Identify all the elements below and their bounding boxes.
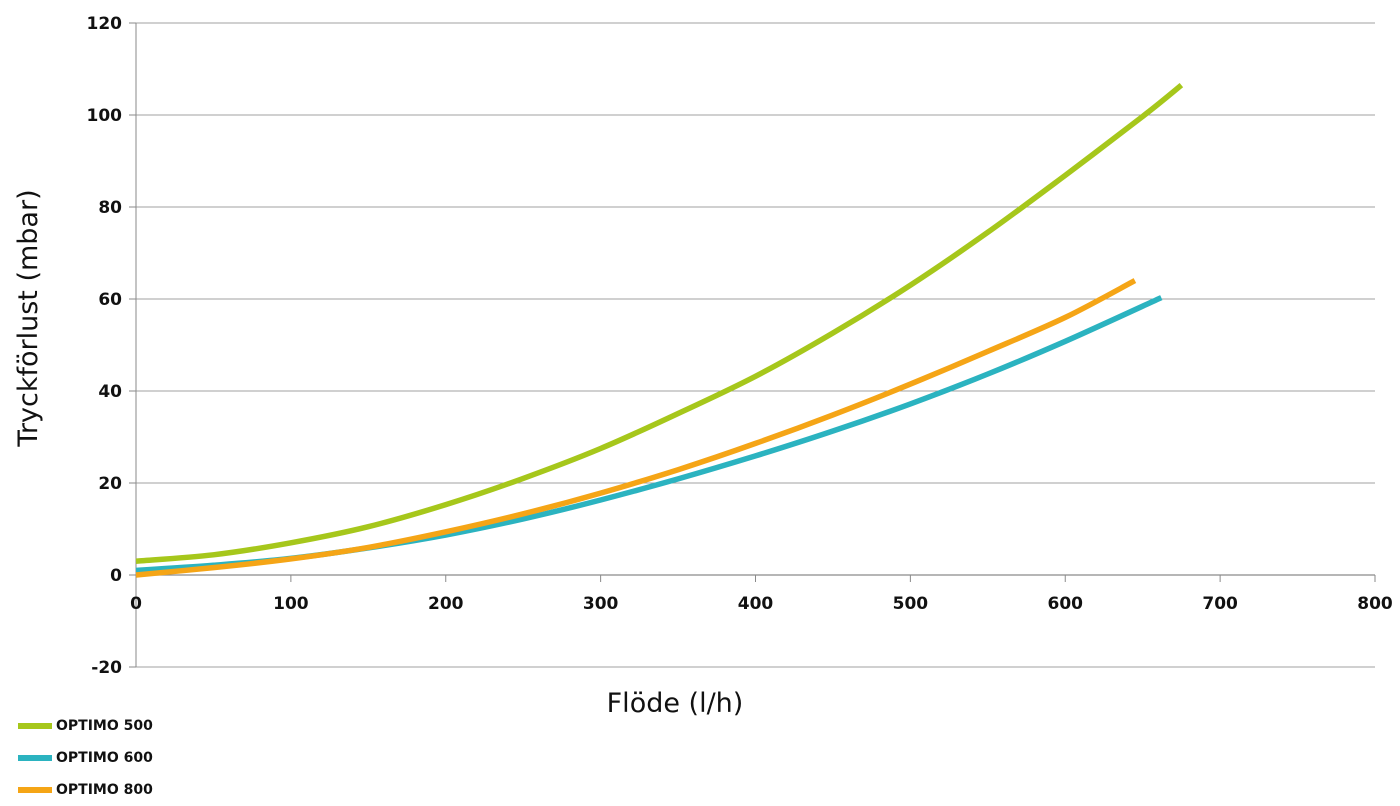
- legend-item: OPTIMO 600: [18, 742, 153, 774]
- y-tick-labels: -20 0 20 40 60 80 100 120: [87, 14, 123, 678]
- series-line-2: [135, 295, 1163, 574]
- legend-swatch: [18, 755, 52, 761]
- x-tick-label: 200: [428, 594, 464, 614]
- series-line-1: [135, 82, 1184, 564]
- y-tick-label: 40: [98, 382, 122, 402]
- x-tick-label: 500: [893, 594, 929, 614]
- legend-label: OPTIMO 600: [56, 750, 153, 766]
- x-tick-labels: 0 100 200 300 400 500 600 700 800: [130, 594, 1393, 614]
- y-tick-label: 20: [98, 474, 122, 494]
- grid-lines: [136, 22, 1375, 668]
- y-tick-label: 0: [110, 566, 122, 586]
- y-axis-title: Tryckförlust (mbar): [13, 189, 44, 447]
- x-tick-label: 400: [738, 594, 774, 614]
- x-axis-title: Flöde (l/h): [607, 688, 744, 719]
- series-lines: [135, 82, 1184, 578]
- legend-item: OPTIMO 800: [18, 774, 153, 806]
- y-tick-label: 100: [87, 106, 123, 126]
- legend-swatch: [18, 723, 52, 729]
- y-tick-label: -20: [91, 658, 122, 678]
- legend-item: OPTIMO 500: [18, 710, 153, 742]
- series-line-3: [135, 278, 1137, 578]
- x-tick-label: 700: [1202, 594, 1238, 614]
- legend-label: OPTIMO 800: [56, 782, 153, 798]
- y-tick-label: 60: [98, 290, 122, 310]
- x-tick-label: 100: [273, 594, 309, 614]
- x-tick-label: 300: [583, 594, 619, 614]
- y-tick-label: 120: [87, 14, 123, 34]
- legend: OPTIMO 500 OPTIMO 600 OPTIMO 800: [18, 710, 153, 806]
- y-tick-label: 80: [98, 198, 122, 218]
- axes: [129, 22, 1376, 668]
- x-tick-label: 600: [1048, 594, 1084, 614]
- legend-label: OPTIMO 500: [56, 718, 153, 734]
- x-tick-label: 800: [1357, 594, 1393, 614]
- x-tick-label: 0: [130, 594, 142, 614]
- legend-swatch: [18, 787, 52, 793]
